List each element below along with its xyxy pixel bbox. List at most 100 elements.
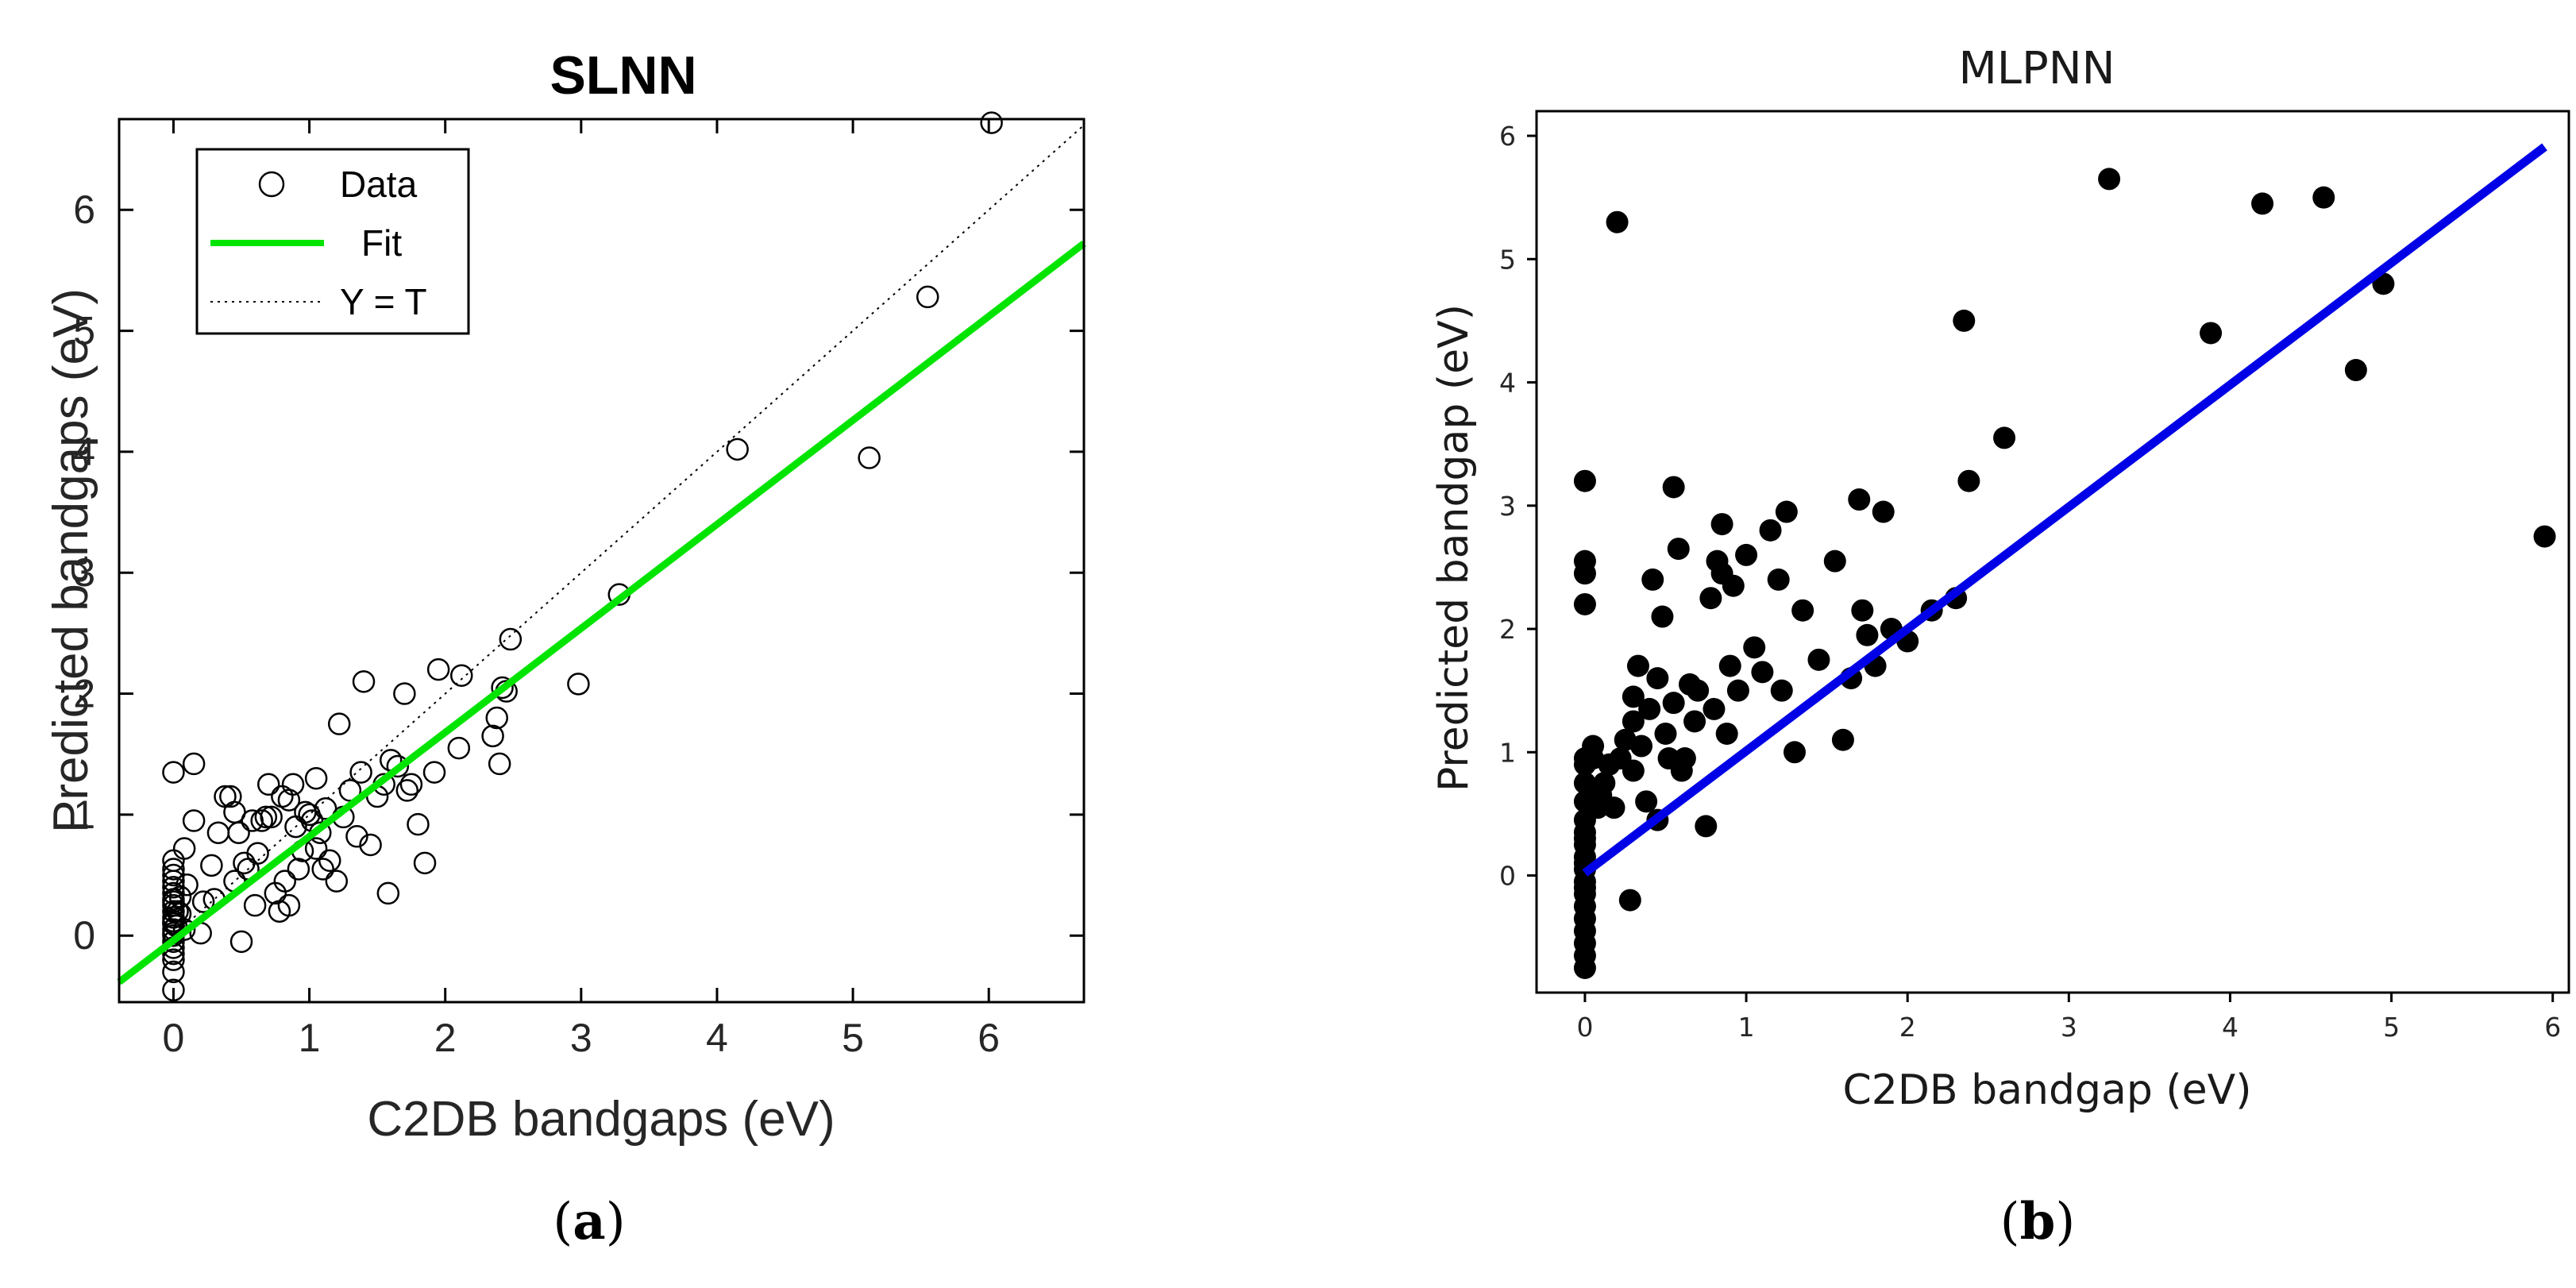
data-point — [1667, 538, 1690, 561]
panel-a-slnn: SLNN 0 1 2 3 4 5 6 0 1 2 3 4 5 6 C2DB bandgaps (eV) P… — [44, 45, 1086, 1251]
plot-area-frame — [118, 118, 1086, 1004]
y-tick-label: 3 — [1499, 491, 1516, 522]
identity-line — [118, 124, 1085, 985]
panel-b-mlpnn: MLPNN 0 1 2 3 4 5 6 0 1 2 3 4 5 6 C2DB bandgap (eV) P… — [1430, 43, 2570, 1251]
data-point — [980, 111, 1003, 134]
data-point — [1573, 877, 1596, 900]
data-point — [426, 657, 450, 681]
data-point — [1718, 654, 1741, 677]
data-point — [1626, 654, 1649, 677]
data-point — [491, 676, 514, 700]
y-tick-label: 4 — [1499, 368, 1516, 399]
data-point — [726, 438, 749, 461]
data-point — [2251, 192, 2274, 215]
data-point — [1759, 519, 1782, 542]
data-point — [325, 870, 349, 893]
data-point — [1726, 679, 1749, 702]
x-tick-label: 2 — [1899, 1012, 1916, 1043]
y-tick-label: 1 — [73, 792, 95, 837]
y-tick-label: 0 — [1499, 861, 1516, 892]
data-point — [2344, 359, 2367, 382]
chart-title: SLNN — [550, 45, 696, 106]
legend-marker-data — [258, 171, 285, 198]
data-point — [168, 885, 192, 908]
data-point — [1573, 592, 1596, 615]
data-point — [1622, 710, 1645, 733]
data-point — [2533, 525, 2556, 548]
x-tick-label: 0 — [163, 1016, 185, 1060]
data-point — [254, 805, 278, 829]
data-point — [304, 766, 328, 790]
x-tick-label: 4 — [706, 1016, 728, 1060]
data-point — [1743, 636, 1766, 659]
y-tick-label: 1 — [1499, 737, 1516, 768]
data-point — [168, 902, 192, 926]
x-tick-label: 5 — [2383, 1012, 2400, 1043]
data-point — [345, 825, 368, 848]
data-point — [2200, 322, 2223, 345]
y-tick-label: 5 — [1499, 244, 1516, 275]
data-point — [413, 851, 437, 875]
y-tick-label: 2 — [73, 672, 95, 716]
data-point — [1630, 735, 1653, 758]
data-point — [172, 837, 196, 860]
data-point — [1695, 815, 1718, 838]
data-point — [1638, 697, 1661, 720]
data-marks — [1573, 143, 2556, 979]
data-point — [1823, 550, 1846, 573]
data-point — [1710, 562, 1733, 585]
data-point — [488, 752, 511, 776]
data-point — [916, 285, 939, 309]
data-point — [1957, 469, 1980, 492]
y-tick-label: 0 — [73, 913, 95, 958]
data-point — [1687, 679, 1710, 702]
data-point — [277, 893, 301, 917]
data-point — [191, 890, 215, 913]
chart-title: MLPNN — [1958, 43, 2115, 94]
data-point — [393, 682, 416, 705]
data-point — [318, 849, 341, 873]
data-point — [273, 870, 297, 893]
data-point — [227, 821, 250, 844]
panel-letter-b: b — [2020, 1192, 2056, 1251]
data-point — [447, 736, 471, 760]
data-point — [485, 706, 508, 730]
data-point — [567, 673, 590, 696]
data-point — [1751, 661, 1774, 684]
data-point — [1582, 735, 1605, 758]
data-point — [1851, 599, 1874, 622]
data-point — [206, 821, 230, 844]
panel-letter-a: a — [573, 1192, 605, 1251]
x-tick-label: 6 — [2544, 1012, 2561, 1043]
data-point — [1654, 722, 1677, 745]
legend-label-identity: Y = T — [340, 281, 427, 322]
data-point — [1683, 710, 1706, 733]
data-point — [304, 837, 328, 860]
x-tick-label: 3 — [2061, 1012, 2077, 1043]
data-point — [422, 761, 446, 784]
data-point — [2312, 186, 2335, 209]
data-point — [449, 664, 473, 687]
data-point — [162, 960, 185, 984]
data-point — [1775, 500, 1798, 523]
data-point — [1856, 623, 1879, 646]
data-point — [162, 890, 185, 913]
data-point — [1573, 772, 1596, 795]
y-axis-label: Predicted bandgaps (eV) — [44, 288, 98, 833]
data-point — [407, 812, 430, 836]
data-point — [1767, 568, 1790, 591]
x-tick-label: 1 — [1738, 1012, 1755, 1043]
data-point — [349, 761, 372, 784]
data-point — [162, 761, 185, 784]
data-point — [223, 800, 246, 824]
data-point — [1602, 796, 1625, 819]
plot-area-frame — [1535, 110, 2570, 994]
legend: Data Fit Y = T — [195, 148, 470, 335]
data-point — [219, 785, 242, 808]
x-tick-label: 0 — [1576, 1012, 1593, 1043]
fit-line — [117, 241, 1086, 985]
data-point — [858, 446, 881, 469]
data-point — [1735, 543, 1758, 566]
x-tick-label: 4 — [2222, 1012, 2239, 1043]
x-tick-label: 1 — [299, 1016, 321, 1060]
